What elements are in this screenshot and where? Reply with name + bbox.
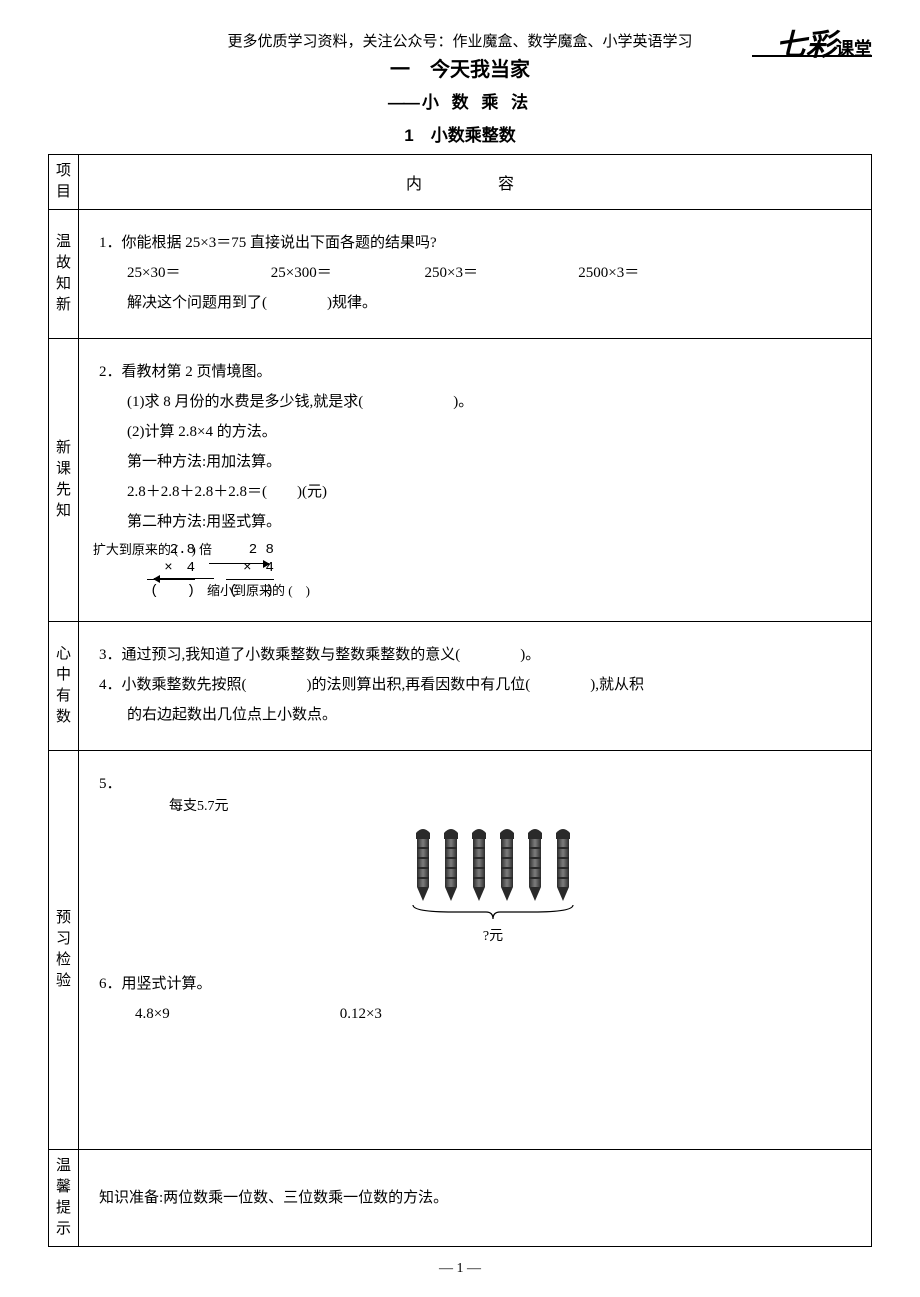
xk-l2: (1)求 8 月份的水费是多少钱,就是求( )。 (99, 387, 851, 417)
worksheet-page: 七彩课堂 更多优质学习资料，关注公众号：作业魔盒、数学魔盒、小学英语学习 一 今… (0, 0, 920, 1297)
row-wenxin: 温馨提示 知识准备:两位数乘一位数、三位数乘一位数的方法。 (49, 1149, 872, 1246)
unit-subtitle: ——小 数 乘 法 (48, 88, 872, 113)
xk-l5: 2.8＋2.8＋2.8＋2.8＝( )(元) (99, 477, 851, 507)
lesson-title: 1 小数乘整数 (48, 121, 872, 146)
xk-l6: 第二种方法:用竖式算。 (99, 507, 851, 537)
pen-icon (412, 825, 434, 903)
q1-equations: 25×30＝ 25×300＝ 250×3＝ 2500×3＝ (99, 258, 851, 288)
pen-icon (524, 825, 546, 903)
pen-icon (552, 825, 574, 903)
content-xinke: 2．看教材第 2 页情境图。 (1)求 8 月份的水费是多少钱,就是求( )。 … (79, 339, 872, 622)
pen-icon (468, 825, 490, 903)
xk-l4: 第一种方法:用加法算。 (99, 447, 851, 477)
unit-title: 一 今天我当家 (48, 53, 872, 82)
qmark-label: ?元 (483, 923, 503, 951)
calc-row: 4.8×9 0.12×3 (99, 999, 851, 1029)
q6-lead: 6．用竖式计算。 (99, 969, 851, 999)
xz-l1: 3．通过预习,我知道了小数乘整数与整数乘整数的意义( )。 (99, 640, 851, 670)
label-xinzhong: 心中有数 (49, 621, 79, 750)
xk-l1: 2．看教材第 2 页情境图。 (99, 357, 851, 387)
pen-icon (496, 825, 518, 903)
label-yuxi: 预习检验 (49, 750, 79, 1149)
wenxin-text: 知识准备:两位数乘一位数、三位数乘一位数的方法。 (99, 1183, 851, 1213)
header-row: 项目 内 容 (49, 155, 872, 210)
arrow-right-icon (209, 563, 269, 564)
pen-illustration: 每支5.7元 ?元 (135, 793, 851, 951)
label-wengu: 温故知新 (49, 210, 79, 339)
logo-underline (752, 55, 872, 57)
calc-2: 0.12×3 (340, 999, 382, 1029)
content-wenxin: 知识准备:两位数乘一位数、三位数乘一位数的方法。 (79, 1149, 872, 1246)
row-xinzhong: 心中有数 3．通过预习,我知道了小数乘整数与整数乘整数的意义( )。 4．小数乘… (49, 621, 872, 750)
content-yuxi: 5． 每支5.7元 ?元 6．用竖式计算。 4.8×9 0.12×3 (79, 750, 872, 1149)
row-wengu: 温故知新 1．你能根据 25×3＝75 直接说出下面各题的结果吗? 25×30＝… (49, 210, 872, 339)
arrow-labels: 扩大到原来的 ( ) 倍 缩小到原来的 ( ) (207, 563, 214, 579)
content-wengu: 1．你能根据 25×3＝75 直接说出下面各题的结果吗? 25×30＝ 25×3… (79, 210, 872, 339)
col-content: 内 容 (79, 155, 872, 210)
row-yuxi: 预习检验 5． 每支5.7元 ?元 6．用竖式计算。 4.8×9 0.12×3 (49, 750, 872, 1149)
pen-icon (440, 825, 462, 903)
brand-logo: 七彩课堂 (776, 20, 872, 64)
q1-lead: 1．你能根据 25×3＝75 直接说出下面各题的结果吗? (99, 228, 851, 258)
vertical-mult-diagram: 2.8 × 4 ( ) 扩大到原来的 ( ) 倍 缩小到原来的 ( ) (147, 541, 851, 601)
xz-l2b: 的右边起数出几位点上小数点。 (99, 700, 851, 730)
price-label: 每支5.7元 (169, 793, 229, 821)
label-wenxin: 温馨提示 (49, 1149, 79, 1246)
calc-1: 4.8×9 (135, 999, 170, 1029)
worksheet-table: 项目 内 容 温故知新 1．你能根据 25×3＝75 直接说出下面各题的结果吗?… (48, 154, 872, 1247)
pens-row (412, 825, 574, 903)
row-xinke: 新课先知 2．看教材第 2 页情境图。 (1)求 8 月份的水费是多少钱,就是求… (49, 339, 872, 622)
xk-l3: (2)计算 2.8×4 的方法。 (99, 417, 851, 447)
arrow-left-icon (154, 578, 214, 579)
content-xinzhong: 3．通过预习,我知道了小数乘整数与整数乘整数的意义( )。 4．小数乘整数先按照… (79, 621, 872, 750)
q1-tail: 解决这个问题用到了( )规律。 (99, 288, 851, 318)
page-number: — 1 — (48, 1261, 872, 1277)
logo-main: 七彩 (776, 29, 836, 62)
xz-l2a: 4．小数乘整数先按照( )的法则算出积,再看因数中有几位( ),就从积 (99, 670, 851, 700)
label-xinke: 新课先知 (49, 339, 79, 622)
col-project: 项目 (49, 155, 79, 210)
header-promo: 更多优质学习资料，关注公众号：作业魔盒、数学魔盒、小学英语学习 (48, 30, 872, 51)
brace-icon (408, 903, 578, 921)
